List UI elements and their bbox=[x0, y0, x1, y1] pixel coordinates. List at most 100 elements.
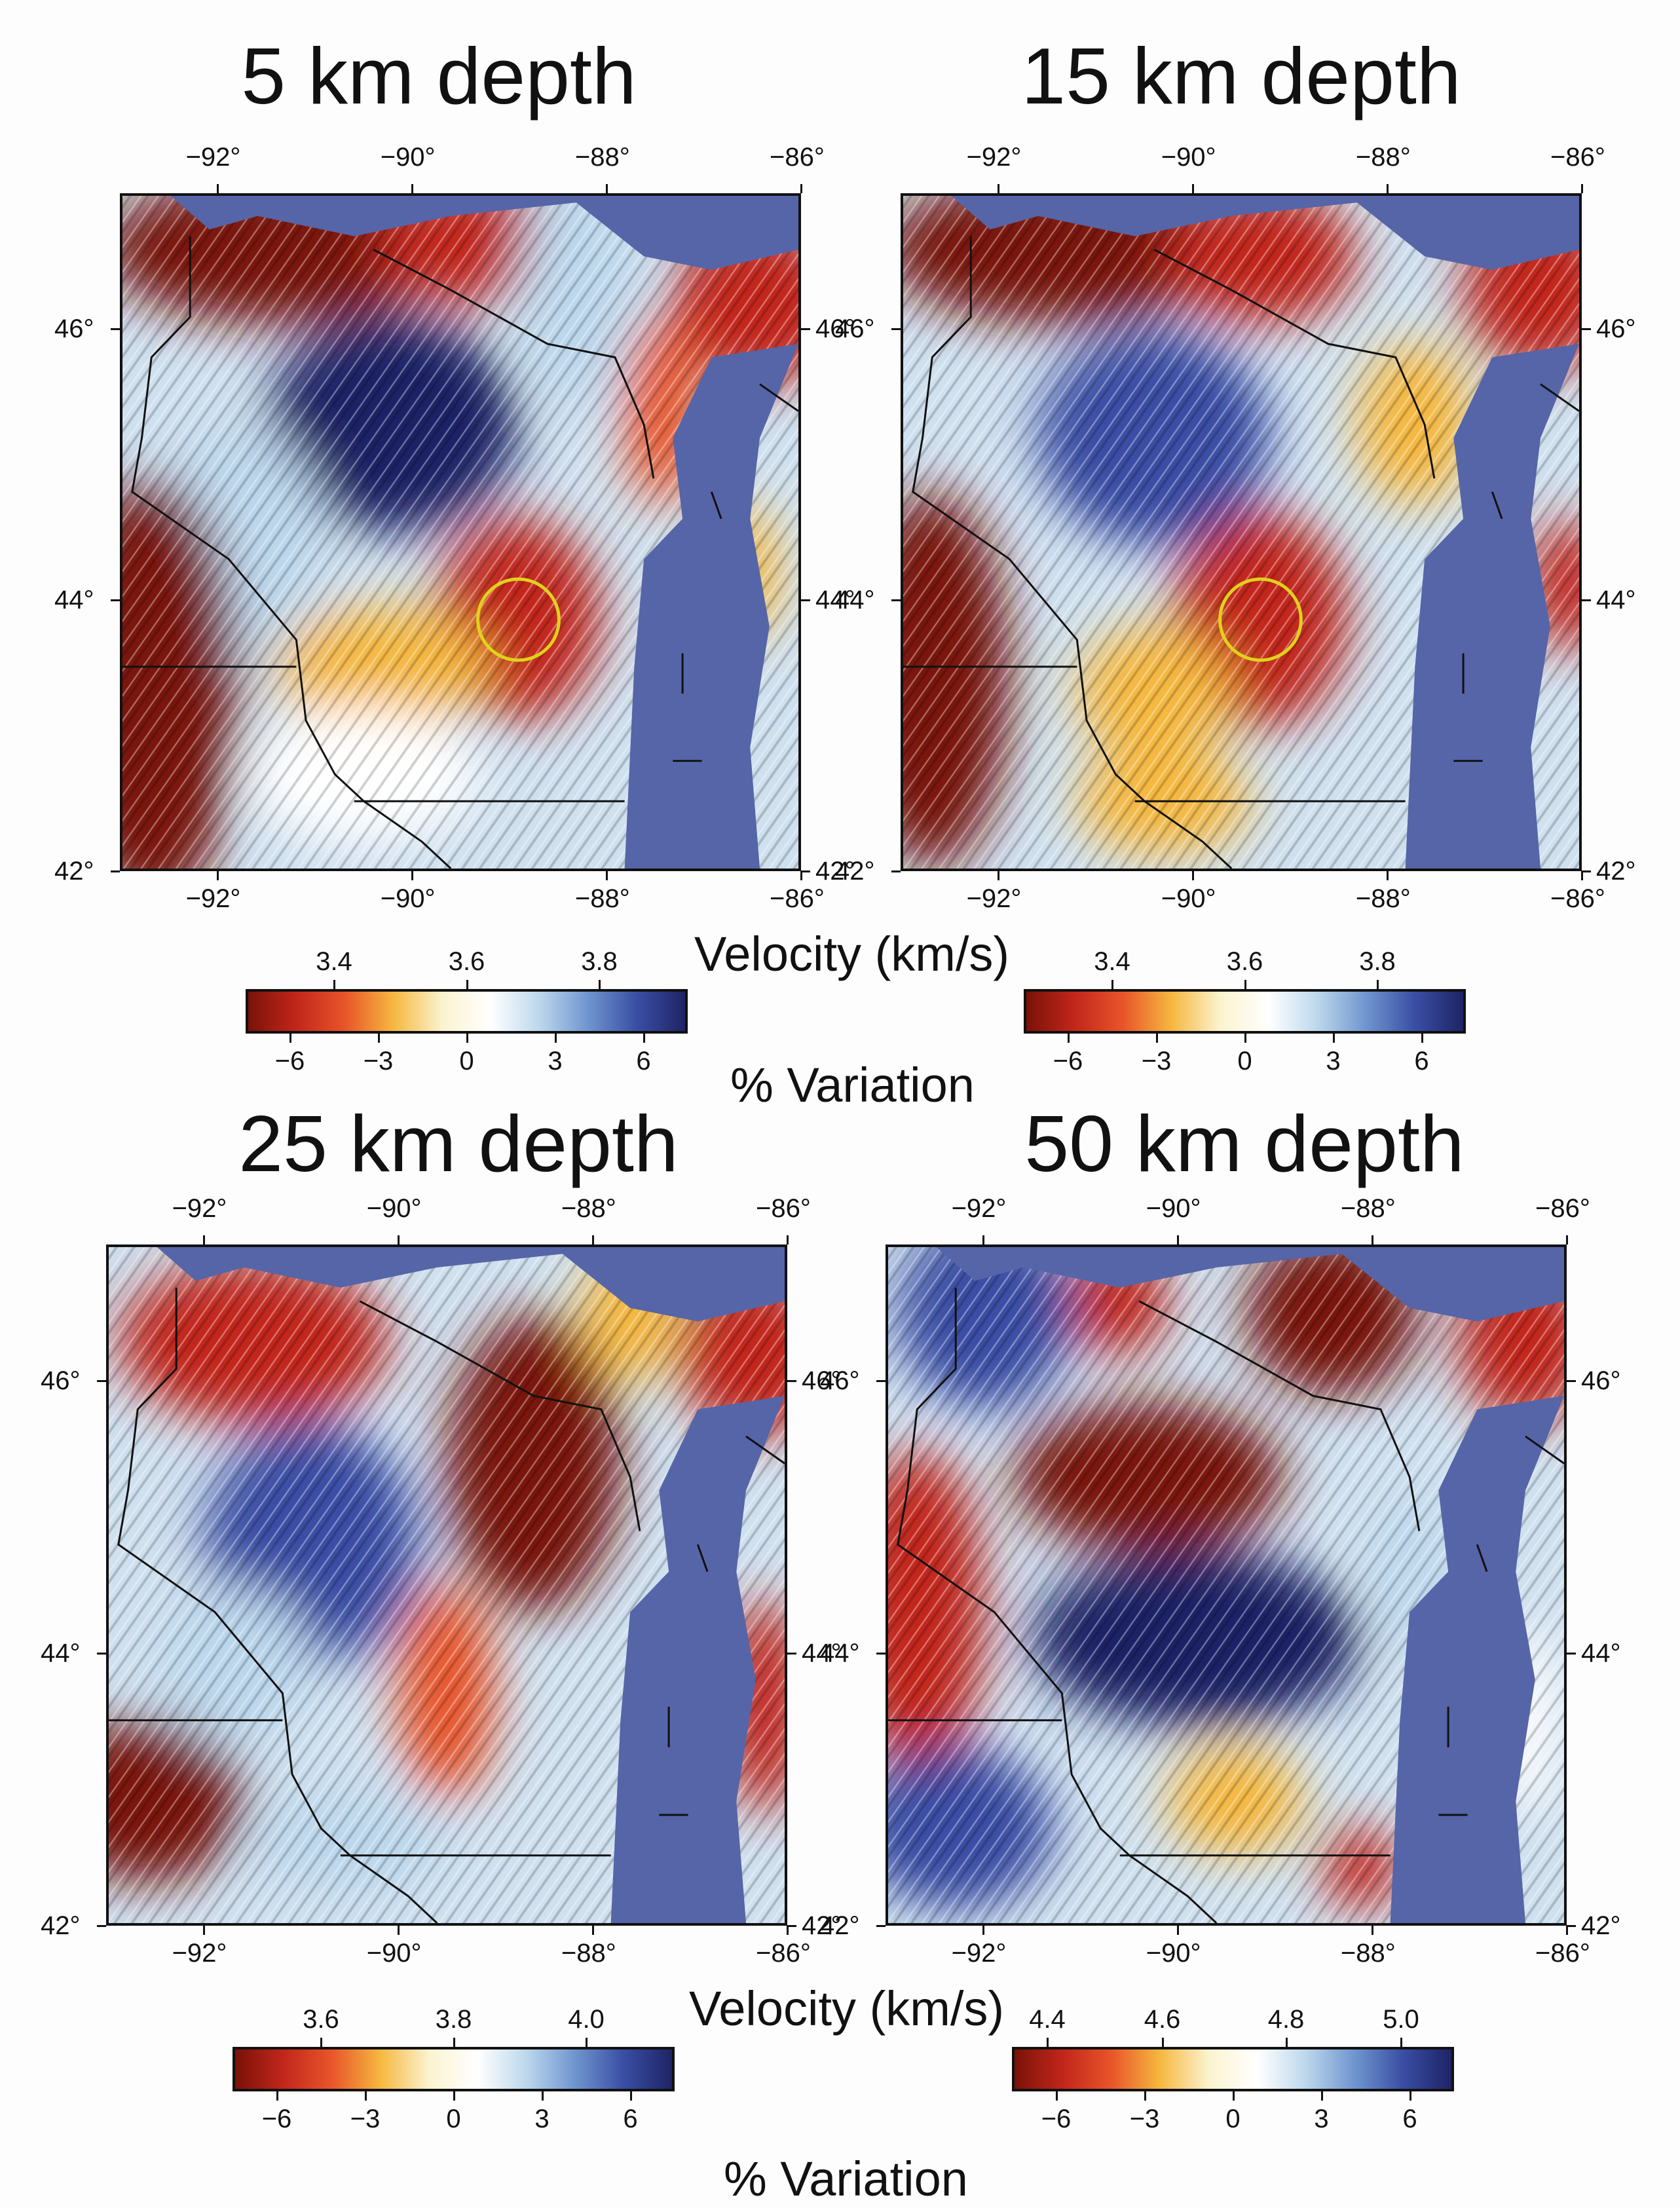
velocity-tick-mark bbox=[586, 2038, 588, 2047]
velocity-tick-label: 4.8 bbox=[1267, 2005, 1305, 2034]
lon-tick-mark-bottom bbox=[800, 871, 802, 880]
lon-tick-mark-bottom bbox=[1191, 871, 1194, 880]
variation-tick-mark bbox=[377, 1034, 380, 1043]
velocity-tick-mark bbox=[1111, 980, 1113, 989]
variation-tick-mark bbox=[554, 1034, 557, 1043]
panel-title-25km: 25 km depth bbox=[238, 1099, 679, 1188]
lon-tick-mark-top bbox=[1191, 184, 1194, 193]
variation-tick-label: −3 bbox=[1141, 1047, 1172, 1076]
variation-tick-label: −6 bbox=[1041, 2105, 1072, 2133]
state-border-wi-mn-ia bbox=[912, 236, 1233, 869]
lon-tick-mark-top bbox=[202, 1235, 205, 1244]
lat-tick-mark-left bbox=[876, 1380, 886, 1382]
lat-tick-mark-left bbox=[97, 1380, 106, 1382]
map-25km bbox=[109, 1247, 785, 1923]
lat-tick-label-left: 44° bbox=[820, 1639, 860, 1668]
lake-superior bbox=[109, 1247, 785, 1322]
variation-tick-mark bbox=[1421, 1034, 1423, 1043]
lon-tick-label-bottom: −90° bbox=[366, 1939, 422, 1968]
lon-tick-label-bottom: −88° bbox=[561, 1939, 616, 1968]
variation-tick-mark bbox=[276, 2091, 278, 2101]
lake-michigan bbox=[610, 1396, 785, 1923]
variation-tick-label: 6 bbox=[636, 1047, 651, 1076]
lon-tick-label-top: −86° bbox=[1535, 1194, 1590, 1223]
lat-tick-label-right: 44° bbox=[802, 1639, 842, 1668]
lon-tick-label-top: −92° bbox=[966, 143, 1022, 172]
velocity-tick-mark bbox=[320, 2038, 322, 2047]
lon-tick-mark-top bbox=[1566, 1235, 1568, 1244]
velocity-tick-mark bbox=[1161, 2038, 1164, 2047]
lon-tick-label-bottom: −88° bbox=[574, 884, 630, 913]
lat-tick-label-left: 46° bbox=[54, 314, 94, 343]
lon-tick-label-bottom: −92° bbox=[172, 1939, 227, 1968]
lon-tick-mark-top bbox=[411, 184, 413, 193]
lon-tick-mark-top bbox=[982, 1235, 984, 1244]
lon-tick-label-bottom: −86° bbox=[1535, 1939, 1590, 1968]
velocity-tick-label: 4.4 bbox=[1029, 2005, 1066, 2034]
lon-tick-label-top: −86° bbox=[756, 1194, 811, 1223]
lon-tick-mark-top bbox=[997, 184, 999, 193]
lon-tick-mark-bottom bbox=[997, 871, 999, 880]
panel-title-50km: 50 km depth bbox=[1024, 1099, 1465, 1188]
velocity-tick-label: 3.8 bbox=[435, 2005, 472, 2034]
lat-tick-label-left: 46° bbox=[835, 314, 875, 343]
lon-tick-label-top: −92° bbox=[172, 1194, 227, 1223]
variation-tick-label: 0 bbox=[1237, 1047, 1252, 1076]
variation-tick-label: 6 bbox=[623, 2105, 638, 2133]
lat-tick-label-left: 42° bbox=[835, 857, 875, 886]
lon-tick-label-top: −90° bbox=[380, 143, 436, 172]
lon-tick-mark-top bbox=[787, 1235, 789, 1244]
lon-tick-label-bottom: −88° bbox=[1355, 884, 1411, 913]
variation-tick-mark bbox=[1232, 2091, 1235, 2101]
variation-tick-label: −6 bbox=[261, 2105, 292, 2133]
lon-tick-label-top: −88° bbox=[1340, 1194, 1396, 1223]
variation-tick-mark bbox=[541, 2091, 544, 2101]
state-border-wi-mi bbox=[373, 248, 655, 479]
variation-tick-label: 6 bbox=[1402, 2105, 1417, 2133]
lon-tick-mark-bottom bbox=[1581, 871, 1583, 880]
variation-tick-mark bbox=[1155, 1034, 1158, 1043]
velocity-tick-label: 3.6 bbox=[303, 2005, 339, 2034]
lat-tick-mark-right bbox=[1567, 1925, 1576, 1927]
lake-boundary-segments bbox=[1438, 1435, 1564, 1816]
variation-tick-mark bbox=[1320, 2091, 1323, 2101]
velocity-tick-label: 3.6 bbox=[448, 947, 485, 976]
lat-tick-mark-left bbox=[876, 1653, 886, 1655]
map-15km bbox=[903, 196, 1579, 869]
state-border-wi-mn-ia bbox=[117, 1287, 438, 1923]
lat-tick-mark-left bbox=[891, 599, 901, 601]
lat-tick-mark-right bbox=[787, 1925, 796, 1927]
lon-tick-mark-bottom bbox=[397, 1926, 400, 1935]
variation-tick-mark bbox=[1067, 1034, 1070, 1043]
velocity-tick-label: 4.0 bbox=[568, 2005, 605, 2034]
lake-superior bbox=[888, 1247, 1564, 1322]
lon-tick-mark-bottom bbox=[591, 1926, 594, 1935]
target-circle bbox=[1218, 577, 1303, 662]
variation-axis-title-bottom: % Variation bbox=[724, 2152, 968, 2206]
velocity-tick-label: 5.0 bbox=[1383, 2005, 1419, 2034]
variation-tick-mark bbox=[1055, 2091, 1058, 2101]
velocity-tick-mark bbox=[1285, 2038, 1288, 2047]
lon-tick-label-bottom: −92° bbox=[185, 884, 241, 913]
map-panel-5km bbox=[120, 193, 801, 871]
lat-tick-label-right: 44° bbox=[815, 586, 855, 614]
lon-tick-label-bottom: −92° bbox=[951, 1939, 1007, 1968]
lon-tick-mark-bottom bbox=[605, 871, 608, 880]
map-panel-15km bbox=[901, 193, 1582, 871]
lake-boundary-segments bbox=[1453, 383, 1579, 762]
lat-tick-label-left: 44° bbox=[54, 586, 94, 614]
lat-tick-mark-right bbox=[787, 1653, 796, 1655]
lon-tick-label-top: −88° bbox=[574, 143, 630, 172]
variation-tick-label: 0 bbox=[446, 2105, 461, 2133]
variation-tick-label: 3 bbox=[548, 1047, 563, 1076]
velocity-tick-mark bbox=[466, 980, 468, 989]
lat-tick-label-right: 46° bbox=[1596, 314, 1636, 343]
lake-boundary-segments bbox=[659, 1435, 785, 1816]
lat-tick-label-right: 42° bbox=[815, 857, 855, 886]
lake-michigan bbox=[1390, 1396, 1564, 1923]
target-circle bbox=[476, 577, 561, 662]
lon-tick-mark-bottom bbox=[202, 1926, 205, 1935]
lat-tick-label-right: 42° bbox=[1581, 1911, 1621, 1940]
velocity-axis-title-bottom: Velocity (km/s) bbox=[689, 1981, 1005, 2036]
lat-tick-label-right: 46° bbox=[1581, 1366, 1621, 1395]
